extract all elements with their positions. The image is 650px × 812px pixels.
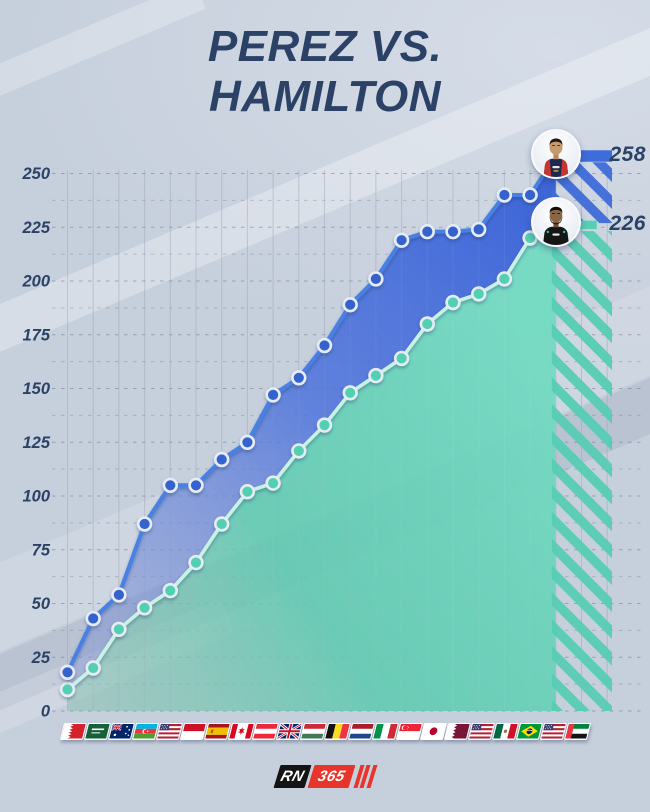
hamilton-portrait (532, 199, 579, 246)
y-axis-label-75: 75 (32, 541, 51, 559)
hamilton-point (471, 286, 487, 302)
flag-hungary (299, 723, 327, 740)
hamilton-point (188, 554, 204, 571)
y-axis-label-200: 200 (21, 273, 50, 291)
race-flags-row (0, 723, 650, 740)
hamilton-point (214, 516, 230, 532)
flag-japan (419, 723, 447, 740)
flag-azerbaijan (131, 723, 159, 740)
flag-united-states (467, 723, 495, 740)
flag-saudi-arabia (83, 723, 111, 740)
flag-las-vegas (539, 723, 567, 740)
hamilton-point (342, 385, 358, 401)
perez-final-score: 258 (609, 143, 646, 167)
hamilton-point (393, 350, 410, 367)
y-axis-label-250: 250 (21, 165, 50, 183)
perez-point (496, 187, 513, 203)
title-line-2: HAMILTON (208, 72, 442, 121)
flag-miami (155, 723, 183, 740)
hamilton-projection-hatch (551, 231, 612, 711)
rn365-logo: RN 365 (0, 765, 650, 788)
hamilton-final-score: 226 (609, 212, 646, 236)
hamilton-point (85, 660, 101, 676)
flag-canada (227, 723, 255, 740)
y-axis-label-25: 25 (31, 649, 51, 667)
flag-belgium (323, 723, 351, 740)
flag-abu-dhabi (563, 723, 591, 740)
perez-point (265, 387, 281, 403)
hamilton-point (291, 443, 307, 459)
perez-point (214, 451, 230, 468)
flag-mexico (491, 723, 519, 740)
hamilton-point (59, 681, 76, 698)
perez-point (85, 610, 101, 627)
rn365-logo-red-block: 365 (307, 765, 356, 788)
perez-area (67, 156, 556, 690)
y-axis-label-50: 50 (32, 595, 51, 613)
perez-point (239, 434, 256, 450)
perez-point (291, 370, 307, 386)
hamilton-point (316, 417, 333, 433)
perez-point (316, 337, 333, 354)
hamilton-point (419, 316, 435, 332)
flag-monaco (179, 723, 207, 740)
perez-point (393, 232, 410, 248)
title-line-1: PEREZ VS. (207, 22, 443, 71)
perez-point (471, 221, 487, 238)
rn365-logo-slashes (353, 765, 377, 788)
perez-point (59, 664, 76, 680)
perez-point (522, 187, 538, 203)
perez-point (445, 223, 461, 240)
flag-netherlands (347, 723, 375, 740)
hamilton-point (239, 484, 256, 500)
hamilton-point (496, 271, 513, 287)
flag-singapore (395, 723, 423, 740)
y-axis-label-0: 0 (41, 703, 51, 721)
hamilton-point (162, 582, 179, 599)
perez-point (419, 223, 435, 240)
hamilton-point (111, 621, 127, 637)
perez-point (368, 271, 384, 287)
rn365-logo-365-text: 365 (315, 768, 348, 785)
hamilton-line (59, 217, 564, 698)
hamilton-point (265, 475, 281, 491)
flag-bahrain (59, 723, 87, 740)
perez-point (342, 297, 358, 313)
hamilton-point (136, 600, 153, 616)
y-axis-label-225: 225 (21, 219, 50, 237)
y-axis-label-150: 150 (22, 380, 50, 398)
perez-point (136, 516, 153, 532)
rn365-logo-rn-text: RN (278, 768, 307, 785)
flag-great-britain (275, 723, 303, 740)
perez-point (188, 477, 204, 493)
hamilton-point (445, 294, 461, 311)
perez-portrait (532, 131, 579, 178)
y-axis-labels: 0 25 50 75 100 125 150 175 200 225 250 (21, 165, 50, 721)
flag-austria (251, 723, 279, 740)
hamilton-point (368, 367, 384, 384)
hamilton-avatar (530, 197, 581, 248)
perez-point (162, 477, 179, 493)
flag-spain (203, 723, 231, 740)
y-axis-label-125: 125 (22, 434, 50, 452)
rn365-logo-black-block: RN (273, 765, 312, 788)
perez-avatar (530, 129, 581, 180)
flag-brazil (515, 723, 543, 740)
page-title: PEREZ VS. HAMILTON (0, 22, 650, 122)
flag-italy (371, 723, 399, 740)
y-axis-label-175: 175 (22, 326, 50, 344)
flag-qatar (443, 723, 471, 740)
perez-point (111, 587, 127, 603)
y-axis-label-100: 100 (22, 488, 50, 506)
flag-australia (107, 723, 135, 740)
hamilton-area (67, 225, 556, 711)
